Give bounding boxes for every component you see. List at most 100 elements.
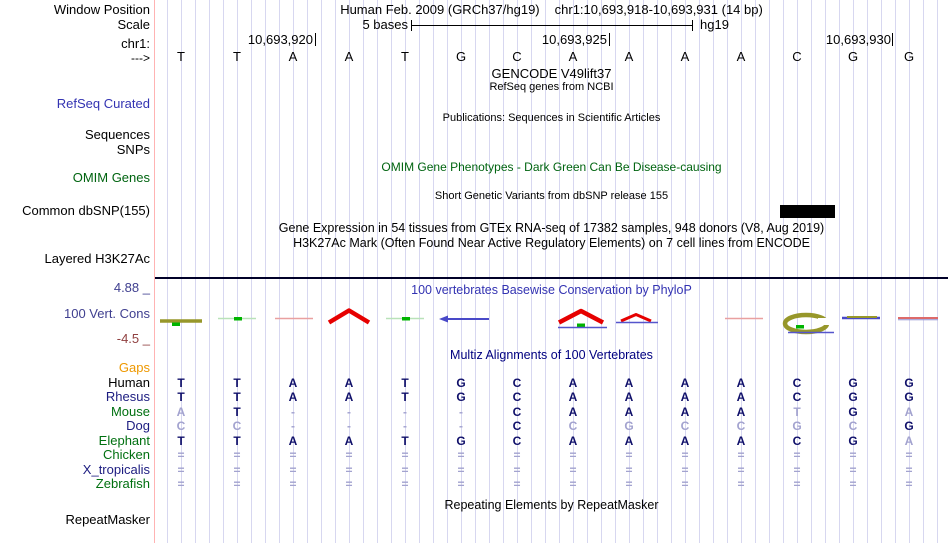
- dbsnp-track-title[interactable]: Short Genetic Variants from dbSNP releas…: [434, 190, 669, 202]
- align-row-chicken: = = = = = = = = = = = = = =: [153, 448, 937, 463]
- align-cell: =: [177, 448, 185, 462]
- species-label-chicken[interactable]: Chicken: [103, 447, 150, 462]
- align-cell: =: [793, 477, 801, 491]
- align-cell: T: [401, 433, 409, 448]
- align-cell: =: [625, 477, 633, 491]
- align-cell: A: [568, 433, 578, 448]
- align-cell: =: [793, 448, 801, 462]
- species-label-x_tropicalis[interactable]: X_tropicalis: [82, 461, 150, 477]
- align-cell: -: [291, 419, 295, 433]
- repeatmasker-track-label[interactable]: RepeatMasker: [65, 512, 150, 527]
- align-cell: -: [403, 404, 407, 419]
- align-cell: =: [625, 448, 633, 462]
- align-cell: =: [737, 462, 745, 477]
- align-cell: -: [347, 404, 351, 419]
- align-cell: =: [233, 462, 241, 477]
- species-label-dog[interactable]: Dog: [126, 418, 150, 433]
- conservation-track-label[interactable]: 100 Vert. Cons: [64, 306, 150, 321]
- align-cell: A: [176, 404, 186, 419]
- align-cell: A: [568, 404, 578, 419]
- species-label-zebrafish[interactable]: Zebrafish: [95, 476, 150, 491]
- conservation-track-title[interactable]: 100 vertebrates Basewise Conservation by…: [411, 283, 692, 297]
- align-cell: G: [792, 419, 802, 433]
- position-range: chr1:10,693,918-10,693,931 (14 bp): [554, 2, 763, 17]
- publications-track-title[interactable]: Publications: Sequences in Scientific Ar…: [442, 112, 661, 124]
- align-cell: C: [512, 433, 522, 448]
- track-left-border: [154, 0, 155, 543]
- align-cell: T: [233, 433, 241, 448]
- multiz-track-title[interactable]: Multiz Alignments of 100 Vertebrates: [450, 348, 653, 362]
- base-letter: A: [736, 49, 746, 64]
- align-cell: =: [849, 462, 857, 477]
- ruler-tick-label: 10,693,930: [825, 32, 891, 47]
- scale-ruler-right-tick: [692, 20, 693, 31]
- align-cell: T: [177, 375, 185, 390]
- species-label-elephant[interactable]: Elephant: [98, 432, 150, 448]
- omim-track-label[interactable]: OMIM Genes: [72, 170, 150, 185]
- align-cell: C: [736, 419, 746, 433]
- base-letter: G: [903, 49, 915, 64]
- gtex-track-title[interactable]: Gene Expression in 54 tissues from GTEx …: [278, 221, 825, 235]
- align-cell: C: [512, 390, 522, 404]
- dbsnp-variant-box[interactable]: [780, 205, 835, 218]
- species-label-human[interactable]: Human: [108, 374, 150, 390]
- gencode-track-title[interactable]: GENCODE V49lift37: [491, 66, 612, 81]
- align-cell: =: [569, 448, 577, 462]
- align-cell: G: [456, 375, 466, 390]
- align-cell: A: [680, 404, 690, 419]
- dbsnp-track-label[interactable]: Common dbSNP(155): [22, 203, 150, 218]
- base-letter: C: [512, 49, 522, 64]
- h3k27ac-track-title[interactable]: H3K27Ac Mark (Often Found Near Active Re…: [293, 236, 810, 250]
- base-letter: G: [455, 49, 467, 64]
- align-cell: -: [459, 419, 463, 433]
- align-cell: A: [736, 390, 746, 404]
- align-cell: =: [849, 477, 857, 491]
- base-letter: A: [288, 49, 298, 64]
- align-cell: A: [680, 433, 690, 448]
- align-cell: A: [288, 433, 298, 448]
- sequences-track-label[interactable]: Sequences: [84, 127, 150, 142]
- base-letter: A: [568, 49, 578, 64]
- align-cell: =: [177, 462, 185, 477]
- align-cell: T: [401, 375, 409, 390]
- align-cell: T: [793, 404, 801, 419]
- species-label-gaps[interactable]: Gaps: [118, 360, 150, 375]
- align-cell: C: [792, 433, 802, 448]
- conservation-wiggle-track[interactable]: [155, 305, 948, 345]
- snps-track-label[interactable]: SNPs: [116, 142, 150, 157]
- align-cell: T: [233, 390, 241, 404]
- base-letter: A: [680, 49, 690, 64]
- align-cell: A: [288, 390, 298, 404]
- align-cell: =: [793, 462, 801, 477]
- strand-arrow: --->: [131, 51, 150, 65]
- align-cell: =: [905, 448, 913, 462]
- h3k27ac-track-label[interactable]: Layered H3K27Ac: [44, 251, 150, 266]
- base-letter: A: [624, 49, 634, 64]
- align-cell: =: [625, 462, 633, 477]
- align-cell: A: [680, 390, 690, 404]
- omim-track-title[interactable]: OMIM Gene Phenotypes - Dark Green Can Be…: [381, 160, 722, 174]
- align-cell: =: [569, 462, 577, 477]
- align-cell: -: [347, 419, 351, 433]
- align-cell: A: [624, 404, 634, 419]
- align-cell: =: [513, 462, 521, 477]
- align-cell: =: [345, 462, 353, 477]
- align-cell: A: [736, 433, 746, 448]
- species-label-rhesus[interactable]: Rhesus: [105, 389, 150, 404]
- gencode-track-subtitle[interactable]: RefSeq genes from NCBI: [489, 81, 614, 93]
- ruler-tick-mark: [315, 33, 316, 46]
- conservation-max-value: 4.88 _: [113, 280, 150, 295]
- align-cell: G: [904, 375, 914, 390]
- refseq-track-label[interactable]: RefSeq Curated: [56, 96, 150, 111]
- align-cell: =: [681, 448, 689, 462]
- species-label-mouse[interactable]: Mouse: [110, 403, 150, 419]
- align-cell: A: [904, 404, 914, 419]
- align-cell: =: [177, 477, 185, 491]
- align-cell: =: [681, 462, 689, 477]
- repeatmasker-track-title[interactable]: Repeating Elements by RepeatMasker: [444, 498, 659, 512]
- align-row-gaps: [153, 361, 937, 376]
- align-cell: T: [177, 433, 185, 448]
